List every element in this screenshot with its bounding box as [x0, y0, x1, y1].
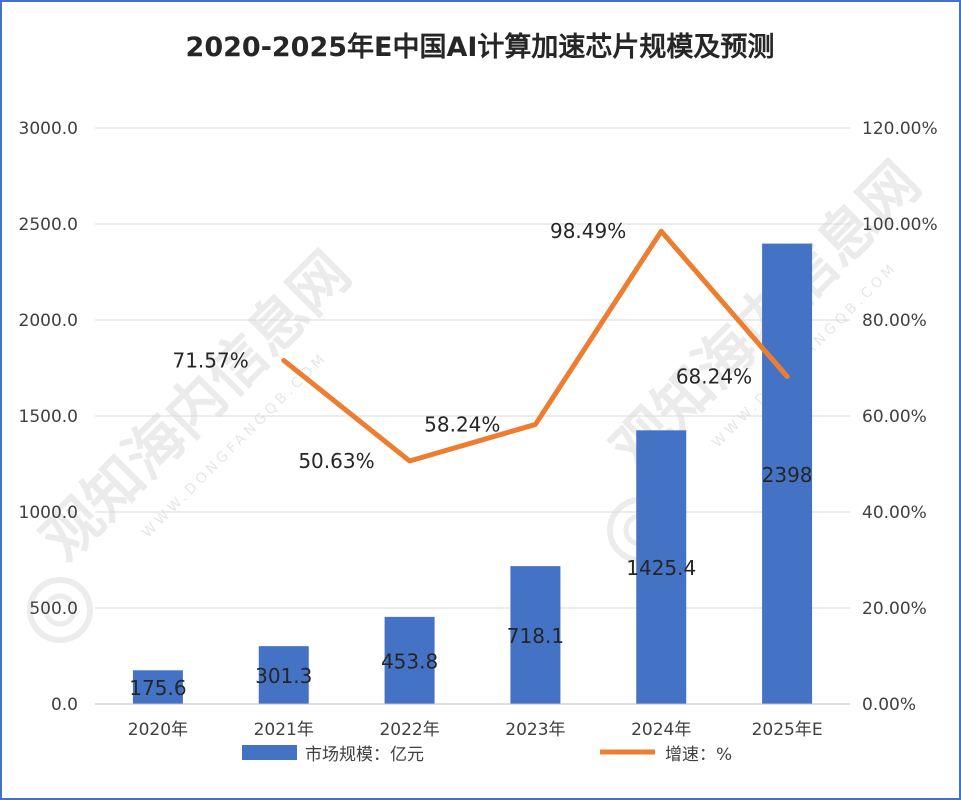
right-axis-ticks: 0.00% 20.00% 40.00% 60.00% 80.00% 100.00% 120.… [862, 119, 938, 715]
bar-data-label: 453.8 [381, 649, 438, 673]
left-axis-ticks: 0.0 500.0 1000.0 1500.0 2000.0 2500.0 3000.0 [19, 119, 78, 715]
bar [384, 616, 435, 704]
legend-line-label: 增速：% [665, 745, 732, 765]
watermark-logo-icon [43, 593, 77, 627]
left-axis-tick-label: 1000.0 [19, 503, 78, 523]
x-axis-tick-label: 2022年 [379, 720, 439, 740]
x-axis-tick-label: 2024年 [631, 720, 691, 740]
bar [762, 243, 813, 705]
line-data-label: 98.49% [550, 219, 626, 243]
right-axis-tick-label: 40.00% [862, 503, 927, 523]
line-data-label: 50.63% [298, 449, 374, 473]
bar [258, 646, 309, 704]
line-series: 71.57% 50.63% 58.24% 98.49% 68.24% [172, 219, 790, 473]
left-axis-tick-label: 3000.0 [19, 119, 78, 139]
bar-series: 175.6 301.3 453.8 718.1 1425.4 2398 [129, 243, 813, 705]
right-axis-tick-label: 80.00% [862, 311, 927, 331]
line-data-label: 68.24% [676, 364, 752, 388]
line-path [281, 228, 790, 464]
bar-data-label: 2398 [762, 463, 813, 487]
right-axis-tick-label: 120.00% [862, 119, 938, 139]
x-axis-tick-label: 2020年 [128, 720, 188, 740]
right-axis-tick-label: 60.00% [862, 407, 927, 427]
x-axis-ticks: 2020年 2021年 2022年 2023年 2024年 2025年E [95, 703, 850, 740]
bar [636, 430, 687, 704]
bar [132, 670, 183, 704]
bar-data-label: 1425.4 [626, 556, 696, 580]
right-axis-tick-label: 0.00% [862, 695, 916, 715]
bar-data-label: 718.1 [507, 624, 564, 648]
x-axis-tick-label: 2021年 [254, 720, 314, 740]
x-axis-tick-label: 2023年 [505, 720, 565, 740]
left-axis-tick-label: 1500.0 [19, 407, 78, 427]
bar [510, 566, 561, 704]
bar-data-label: 301.3 [255, 664, 312, 688]
left-axis-tick-label: 2500.0 [19, 215, 78, 235]
right-axis-tick-label: 100.00% [862, 215, 938, 235]
legend-bar-label: 市场规模：亿元 [305, 745, 424, 765]
line-data-label: 58.24% [424, 412, 500, 436]
watermark-logo-icon [27, 577, 93, 643]
left-axis-tick-label: 0.0 [51, 695, 78, 715]
x-axis-tick-label: 2025年E [752, 720, 823, 740]
left-axis-tick-label: 2000.0 [19, 311, 78, 331]
right-axis-tick-label: 20.00% [862, 599, 927, 619]
left-axis-tick-label: 500.0 [29, 599, 78, 619]
line-data-label: 71.57% [172, 348, 248, 372]
legend: 市场规模：亿元 增速：% [242, 745, 732, 765]
bar-data-label: 175.6 [129, 676, 186, 700]
legend-bar-swatch [242, 745, 297, 760]
chart-title: 2020-2025年E中国AI计算加速芯片规模及预测 [186, 31, 775, 63]
watermark-text: 观知海内信息网 [28, 238, 363, 573]
